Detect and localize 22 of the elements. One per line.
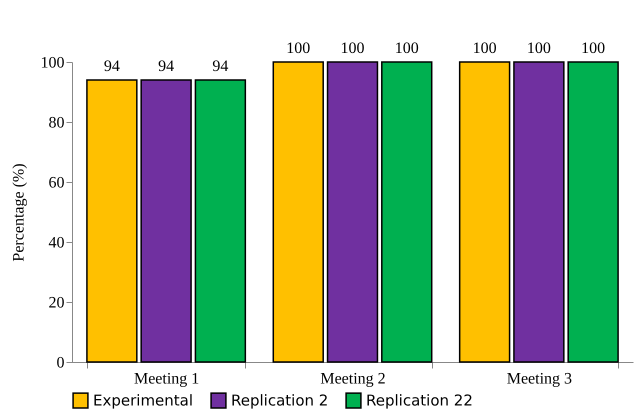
data-label: 100 bbox=[340, 40, 364, 57]
data-label: 100 bbox=[526, 40, 551, 57]
legend-label: Replication 2 bbox=[231, 392, 328, 410]
data-label: 100 bbox=[472, 40, 497, 57]
legend-label: Experimental bbox=[93, 392, 194, 410]
data-label: 100 bbox=[286, 40, 310, 57]
y-tick-label: 80 bbox=[48, 114, 64, 132]
y-axis-title: Percentage (%) bbox=[10, 163, 28, 262]
data-label: 94 bbox=[104, 58, 120, 75]
data-label: 100 bbox=[394, 40, 419, 57]
y-tick-label: 100 bbox=[40, 54, 64, 72]
x-tick-label: Meeting 2 bbox=[320, 370, 386, 388]
y-tick-label: 0 bbox=[56, 354, 64, 372]
data-label: 100 bbox=[581, 40, 606, 57]
y-tick-label: 60 bbox=[48, 174, 64, 192]
x-tick-label: Meeting 1 bbox=[134, 370, 200, 388]
y-tick-label: 20 bbox=[48, 294, 64, 312]
y-tick-label: 40 bbox=[48, 234, 64, 252]
data-label: 94 bbox=[158, 58, 174, 75]
data-label: 94 bbox=[212, 58, 228, 75]
legend-label: Replication 22 bbox=[366, 392, 473, 410]
x-tick-label: Meeting 3 bbox=[506, 370, 572, 388]
